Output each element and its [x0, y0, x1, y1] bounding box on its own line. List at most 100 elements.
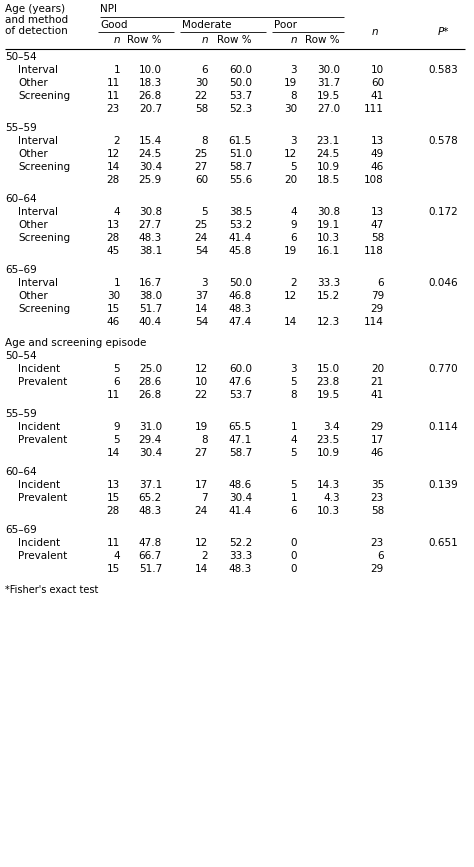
Text: 49: 49 — [371, 149, 384, 160]
Text: 12: 12 — [284, 291, 297, 302]
Text: 45.8: 45.8 — [229, 246, 252, 257]
Text: 19.5: 19.5 — [317, 390, 340, 401]
Text: 15.2: 15.2 — [317, 291, 340, 302]
Text: 19.5: 19.5 — [317, 91, 340, 101]
Text: 65–69: 65–69 — [5, 265, 37, 276]
Text: 19.1: 19.1 — [317, 220, 340, 231]
Text: 18.5: 18.5 — [317, 175, 340, 186]
Text: 27.7: 27.7 — [139, 220, 162, 231]
Text: 22: 22 — [195, 390, 208, 401]
Text: 2: 2 — [201, 551, 208, 562]
Text: 5: 5 — [113, 435, 120, 446]
Text: 23.8: 23.8 — [317, 377, 340, 388]
Text: 0.770: 0.770 — [428, 364, 458, 375]
Text: Screening: Screening — [18, 91, 70, 101]
Text: 4: 4 — [291, 207, 297, 218]
Text: 28: 28 — [107, 175, 120, 186]
Text: 10.0: 10.0 — [139, 65, 162, 75]
Text: 55–59: 55–59 — [5, 409, 37, 420]
Text: 38.0: 38.0 — [139, 291, 162, 302]
Text: 60–64: 60–64 — [5, 467, 36, 478]
Text: 11: 11 — [107, 78, 120, 88]
Text: P*: P* — [438, 27, 449, 37]
Text: 1: 1 — [113, 278, 120, 289]
Text: 0: 0 — [291, 551, 297, 562]
Text: 46: 46 — [371, 448, 384, 459]
Text: 5: 5 — [291, 162, 297, 173]
Text: 4: 4 — [113, 551, 120, 562]
Text: 60–64: 60–64 — [5, 194, 36, 205]
Text: 13: 13 — [371, 207, 384, 218]
Text: Incident: Incident — [18, 422, 60, 433]
Text: 37.1: 37.1 — [139, 480, 162, 491]
Text: 23: 23 — [371, 538, 384, 549]
Text: n: n — [291, 36, 297, 45]
Text: 60: 60 — [371, 78, 384, 88]
Text: 25: 25 — [195, 149, 208, 160]
Text: 15.4: 15.4 — [139, 136, 162, 147]
Text: 52.3: 52.3 — [229, 104, 252, 114]
Text: Interval: Interval — [18, 65, 58, 75]
Text: 17: 17 — [195, 480, 208, 491]
Text: Row %: Row % — [305, 36, 340, 45]
Text: 27: 27 — [195, 448, 208, 459]
Text: Poor: Poor — [274, 20, 297, 30]
Text: 30.4: 30.4 — [139, 162, 162, 173]
Text: 1: 1 — [291, 493, 297, 504]
Text: 0.172: 0.172 — [428, 207, 458, 218]
Text: 65.5: 65.5 — [229, 422, 252, 433]
Text: 23.1: 23.1 — [317, 136, 340, 147]
Text: 9: 9 — [113, 422, 120, 433]
Text: Age (years): Age (years) — [5, 4, 65, 14]
Text: Other: Other — [18, 149, 48, 160]
Text: 14: 14 — [195, 564, 208, 575]
Text: 54: 54 — [195, 246, 208, 257]
Text: 5: 5 — [291, 448, 297, 459]
Text: 3: 3 — [291, 364, 297, 375]
Text: 17: 17 — [371, 435, 384, 446]
Text: 5: 5 — [291, 480, 297, 491]
Text: 45: 45 — [107, 246, 120, 257]
Text: 50.0: 50.0 — [229, 278, 252, 289]
Text: Other: Other — [18, 291, 48, 302]
Text: 33.3: 33.3 — [317, 278, 340, 289]
Text: Moderate: Moderate — [182, 20, 231, 30]
Text: 10.3: 10.3 — [317, 506, 340, 517]
Text: and method: and method — [5, 15, 68, 25]
Text: 28: 28 — [107, 506, 120, 517]
Text: 23.5: 23.5 — [317, 435, 340, 446]
Text: 47.8: 47.8 — [139, 538, 162, 549]
Text: 10.3: 10.3 — [317, 233, 340, 244]
Text: 10.9: 10.9 — [317, 448, 340, 459]
Text: 3.4: 3.4 — [323, 422, 340, 433]
Text: 46: 46 — [107, 317, 120, 328]
Text: 20: 20 — [371, 364, 384, 375]
Text: 79: 79 — [371, 291, 384, 302]
Text: 24: 24 — [195, 233, 208, 244]
Text: 118: 118 — [364, 246, 384, 257]
Text: Screening: Screening — [18, 233, 70, 244]
Text: 48.6: 48.6 — [229, 480, 252, 491]
Text: 38.5: 38.5 — [229, 207, 252, 218]
Text: 50–54: 50–54 — [5, 351, 36, 362]
Text: 14: 14 — [107, 448, 120, 459]
Text: 0.583: 0.583 — [428, 65, 458, 75]
Text: 14: 14 — [195, 304, 208, 315]
Text: 28.6: 28.6 — [139, 377, 162, 388]
Text: Screening: Screening — [18, 304, 70, 315]
Text: 15: 15 — [107, 493, 120, 504]
Text: 10.9: 10.9 — [317, 162, 340, 173]
Text: 30.4: 30.4 — [229, 493, 252, 504]
Text: 48.3: 48.3 — [229, 304, 252, 315]
Text: 48.3: 48.3 — [139, 506, 162, 517]
Text: 11: 11 — [107, 390, 120, 401]
Text: 5: 5 — [113, 364, 120, 375]
Text: 15: 15 — [107, 304, 120, 315]
Text: 53.2: 53.2 — [229, 220, 252, 231]
Text: Other: Other — [18, 220, 48, 231]
Text: 7: 7 — [201, 493, 208, 504]
Text: 25: 25 — [195, 220, 208, 231]
Text: 41: 41 — [371, 390, 384, 401]
Text: 10: 10 — [195, 377, 208, 388]
Text: 60.0: 60.0 — [229, 65, 252, 75]
